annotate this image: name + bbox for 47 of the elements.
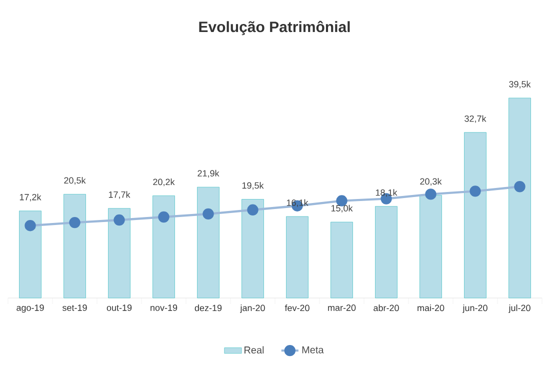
bar [64,194,86,298]
data-label: 32,7k [464,115,486,123]
bar [330,222,353,298]
bar [152,196,175,298]
legend-label: Meta [302,346,324,354]
data-label: 21,9k [198,170,220,178]
point [158,211,170,223]
x-tick-label: set-19 [62,304,87,311]
bar [508,98,531,298]
point [425,188,436,200]
data-label: 39,5k [509,80,531,88]
point [470,186,481,197]
data-label: 15,0k [331,204,353,213]
bar [197,186,220,298]
data-label: 20,5k [64,176,86,185]
x-tick-label: mar-20 [328,304,356,311]
data-label: 19,5k [242,182,264,190]
bar [286,216,308,298]
chart-title: Evolução Patrimônial [199,20,350,36]
x-tick-label: jun-20 [462,304,488,313]
x-tick-label: mai-20 [418,304,444,312]
data-label: 18,1k [376,189,398,197]
x-tick-label: jan-20 [240,304,265,313]
point [24,220,36,232]
data-label: 17,2k [20,194,42,202]
x-tick-label: jul-20 [508,304,530,313]
bar [420,195,442,298]
point [247,204,258,216]
data-label: 20,3k [420,178,442,186]
bar [19,210,42,298]
point [202,208,214,220]
x-tick-label: ago-19 [16,304,44,313]
x-tick-label: abr-20 [374,304,399,312]
x-tick-label: dez-19 [194,304,222,312]
data-label: 20,2k [153,178,175,186]
point [114,214,125,226]
legend-label: Real [244,346,264,354]
x-tick-label: out-19 [106,304,132,311]
bar [375,206,398,298]
bar [242,199,264,298]
point [69,216,80,228]
point [514,181,526,192]
bar [108,208,130,298]
data-label: 17,7k [108,191,130,199]
x-tick-label: nov-19 [150,304,178,311]
bar [464,132,486,298]
x-tick-label: fev-20 [284,304,310,312]
